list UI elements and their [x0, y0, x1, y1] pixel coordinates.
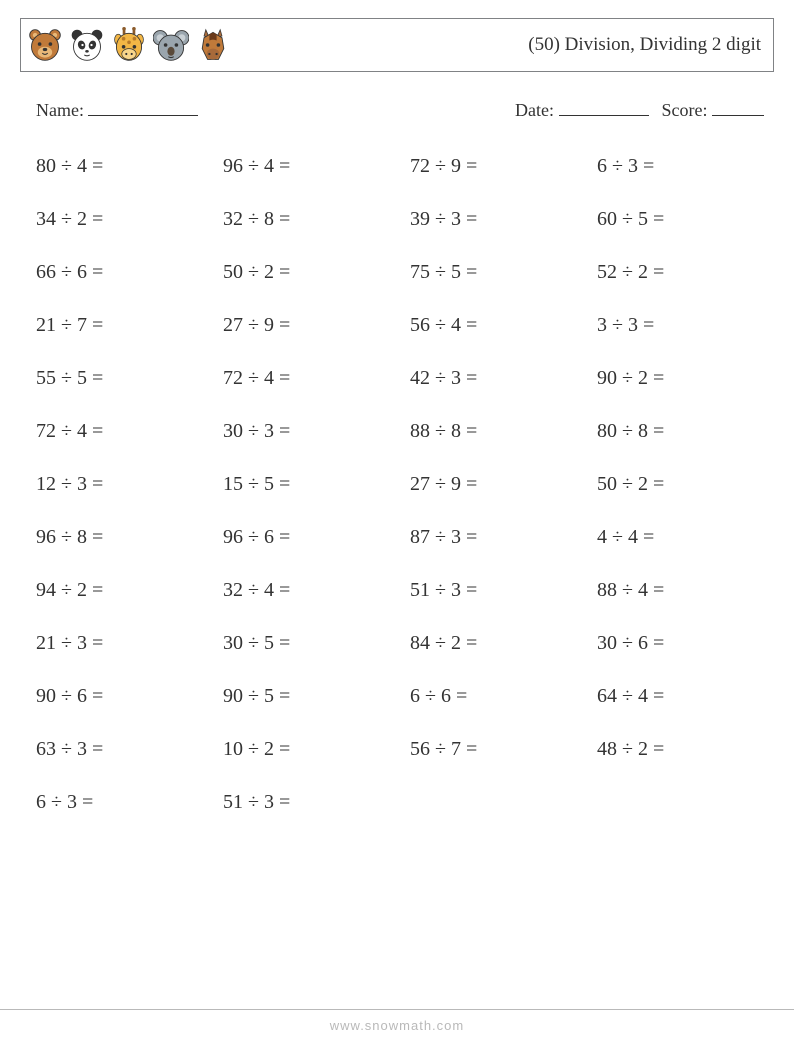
problem: 39 ÷ 3 = — [410, 208, 587, 231]
problem: 42 ÷ 3 = — [410, 367, 587, 390]
header-box: (50) Division, Dividing 2 digit — [20, 18, 774, 72]
problem: 96 ÷ 6 = — [223, 526, 400, 549]
problem: 56 ÷ 4 = — [410, 314, 587, 337]
problem: 80 ÷ 8 = — [597, 420, 774, 443]
problem: 30 ÷ 6 = — [597, 632, 774, 655]
problem: 88 ÷ 4 = — [597, 579, 774, 602]
bear-icon — [27, 27, 63, 63]
problem: 21 ÷ 3 = — [36, 632, 213, 655]
name-field: Name: — [36, 100, 198, 121]
problems-grid: 80 ÷ 4 = 96 ÷ 4 = 72 ÷ 9 = 6 ÷ 3 = 34 ÷ 2 = 3… — [20, 155, 774, 814]
date-field: Date: — [515, 100, 648, 121]
problem: 30 ÷ 5 = — [223, 632, 400, 655]
problem: 12 ÷ 3 = — [36, 473, 213, 496]
problem: 90 ÷ 5 = — [223, 685, 400, 708]
horse-icon — [195, 27, 231, 63]
problem: 15 ÷ 5 = — [223, 473, 400, 496]
footer: www.snowmath.com — [0, 1009, 794, 1033]
giraffe-icon — [111, 27, 147, 63]
problem: 32 ÷ 8 = — [223, 208, 400, 231]
problem: 80 ÷ 4 = — [36, 155, 213, 178]
worksheet-title: (50) Division, Dividing 2 digit — [528, 34, 761, 56]
date-label: Date: — [515, 100, 554, 120]
problem: 56 ÷ 7 = — [410, 738, 587, 761]
problem: 94 ÷ 2 = — [36, 579, 213, 602]
problem: 63 ÷ 3 = — [36, 738, 213, 761]
problem: 6 ÷ 3 = — [36, 791, 213, 814]
problem: 96 ÷ 8 = — [36, 526, 213, 549]
problem: 96 ÷ 4 = — [223, 155, 400, 178]
score-field: Score: — [653, 100, 764, 121]
problem: 32 ÷ 4 = — [223, 579, 400, 602]
problem: 50 ÷ 2 = — [223, 261, 400, 284]
problem: 52 ÷ 2 = — [597, 261, 774, 284]
problem: 50 ÷ 2 = — [597, 473, 774, 496]
problem: 72 ÷ 9 = — [410, 155, 587, 178]
fields-row: Name: Date: Score: — [20, 100, 774, 121]
problem: 51 ÷ 3 = — [223, 791, 400, 814]
problem: 72 ÷ 4 = — [36, 420, 213, 443]
panda-icon — [69, 27, 105, 63]
animal-icons — [27, 27, 231, 63]
problem: 34 ÷ 2 = — [36, 208, 213, 231]
problem: 88 ÷ 8 = — [410, 420, 587, 443]
problem: 72 ÷ 4 = — [223, 367, 400, 390]
problem: 6 ÷ 6 = — [410, 685, 587, 708]
problem: 66 ÷ 6 = — [36, 261, 213, 284]
score-blank[interactable] — [712, 100, 764, 116]
problem: 27 ÷ 9 = — [410, 473, 587, 496]
date-blank[interactable] — [559, 100, 649, 116]
problem: 55 ÷ 5 = — [36, 367, 213, 390]
koala-icon — [153, 27, 189, 63]
problem: 60 ÷ 5 = — [597, 208, 774, 231]
problem: 10 ÷ 2 = — [223, 738, 400, 761]
problem: 4 ÷ 4 = — [597, 526, 774, 549]
problem: 51 ÷ 3 = — [410, 579, 587, 602]
problem: 30 ÷ 3 = — [223, 420, 400, 443]
problem: 3 ÷ 3 = — [597, 314, 774, 337]
problem: 64 ÷ 4 = — [597, 685, 774, 708]
problem: 90 ÷ 6 = — [36, 685, 213, 708]
name-label: Name: — [36, 100, 84, 120]
problem: 6 ÷ 3 = — [597, 155, 774, 178]
problem: 75 ÷ 5 = — [410, 261, 587, 284]
problem: 87 ÷ 3 = — [410, 526, 587, 549]
problem: 84 ÷ 2 = — [410, 632, 587, 655]
problem: 27 ÷ 9 = — [223, 314, 400, 337]
footer-url: www.snowmath.com — [330, 1018, 464, 1033]
problem: 90 ÷ 2 = — [597, 367, 774, 390]
name-blank[interactable] — [88, 100, 198, 116]
problem: 48 ÷ 2 = — [597, 738, 774, 761]
problem: 21 ÷ 7 = — [36, 314, 213, 337]
score-label: Score: — [662, 100, 708, 120]
